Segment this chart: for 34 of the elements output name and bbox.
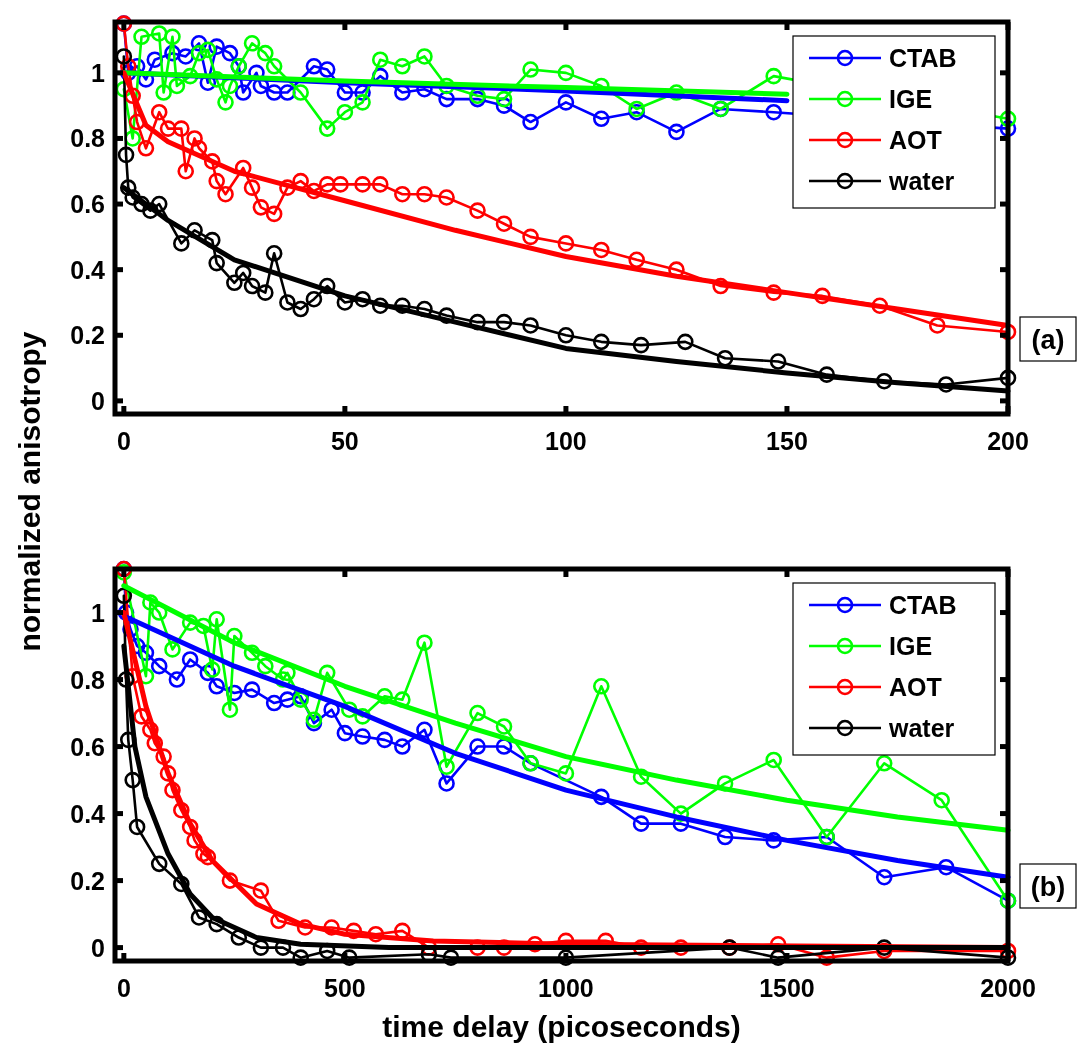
- x-tick-label: 200: [987, 427, 1029, 455]
- y-tick-label: 0.2: [70, 321, 105, 350]
- text: (b): [1030, 871, 1066, 902]
- y-tick-label: 1: [91, 598, 106, 627]
- x-tick-label: 150: [766, 427, 808, 455]
- y-tick-label: 0: [91, 386, 105, 415]
- legend-label: AOT: [889, 673, 942, 701]
- x-tick-label: 1500: [759, 974, 815, 1002]
- legend-label: CTAB: [889, 591, 957, 619]
- y-axis-title: normalized anisotropy: [13, 331, 46, 652]
- x-tick-label: 0: [116, 427, 131, 455]
- y-tick-label: 0.6: [70, 190, 105, 219]
- legend-label: CTAB: [889, 44, 957, 72]
- legend-label: water: [888, 167, 955, 195]
- legend-label: IGE: [889, 85, 933, 113]
- y-tick-label: 0: [91, 933, 105, 962]
- y-tick-label: 0.6: [70, 732, 105, 761]
- y-tick-label: 1: [91, 58, 106, 87]
- x-tick-label: 1000: [538, 974, 594, 1002]
- y-tick-label: 0.8: [70, 124, 106, 153]
- legend-label: AOT: [889, 126, 942, 154]
- y-tick-label: 0.2: [70, 866, 105, 895]
- text: (a): [1031, 324, 1065, 355]
- y-tick-label: 0.4: [70, 799, 106, 828]
- x-tick-label: 2000: [980, 974, 1036, 1002]
- legend-label: IGE: [889, 632, 933, 660]
- x-tick-label: 500: [324, 974, 366, 1002]
- x-tick-label: 50: [330, 427, 359, 455]
- x-axis-title: time delay (picoseconds): [382, 1010, 741, 1043]
- x-tick-label: 100: [545, 427, 587, 455]
- y-tick-label: 0.4: [70, 255, 106, 284]
- legend-label: water: [888, 714, 955, 742]
- y-tick-label: 0.8: [70, 665, 106, 694]
- x-tick-label: 0: [116, 974, 131, 1002]
